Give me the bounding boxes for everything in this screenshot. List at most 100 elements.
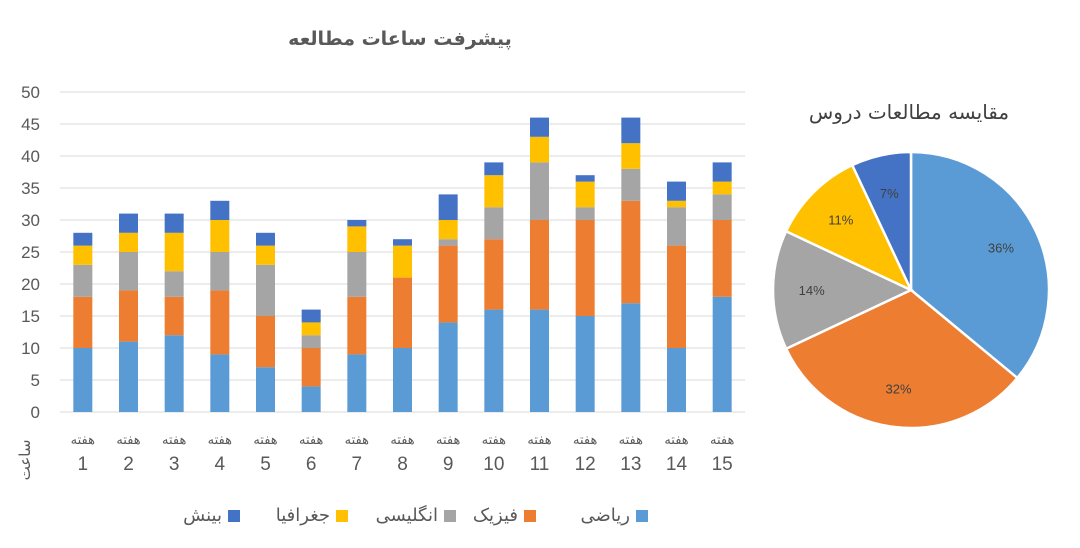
y-tick-label: 40 — [21, 147, 40, 166]
pie-chart-title: مقایسه مطالعات دروس — [809, 100, 1009, 124]
legend-label: بینش — [183, 505, 222, 526]
bar-segment — [484, 175, 504, 208]
pie-slices-group: 36% 32% 14% 11% 7% — [771, 150, 1051, 430]
legend-swatch — [336, 510, 348, 522]
bar-segment — [667, 181, 686, 201]
bar-segment — [256, 232, 275, 246]
bar-segment — [712, 194, 732, 220]
bar-segment — [119, 341, 138, 412]
bar-segment — [301, 322, 321, 336]
pie-slice-label: 14% — [799, 283, 825, 298]
legend-label: ریاضی — [581, 505, 630, 526]
bar-segment — [438, 239, 458, 246]
bar-segment — [438, 194, 458, 220]
bar-segment — [210, 200, 230, 220]
bar-segment — [621, 168, 641, 201]
bar-segment — [530, 309, 549, 412]
x-tick-number: 11 — [530, 454, 550, 475]
y-tick-label: 35 — [21, 179, 40, 198]
x-tick-word: هفته — [208, 433, 232, 448]
bar-segment — [73, 245, 93, 265]
legend-swatch — [444, 510, 456, 522]
x-tick-number: 12 — [575, 454, 596, 475]
pie-slice — [771, 229, 914, 351]
pie-slice-label: 32% — [886, 382, 912, 397]
pie-slice-label: 7% — [880, 186, 899, 201]
bar-segment — [164, 213, 184, 233]
bar-segment — [393, 277, 412, 348]
y-tick-label: 25 — [21, 243, 40, 262]
x-tick-word: هفته — [71, 433, 95, 448]
bar-segment — [667, 207, 686, 246]
pie-slice-label: 11% — [828, 213, 853, 228]
legend: ریاضی فیزیک انگلیسی جغرافیا بینش — [183, 504, 648, 526]
bar-segment — [119, 213, 138, 233]
x-tick-word: هفته — [710, 433, 734, 448]
y-tick-label: 30 — [21, 211, 40, 230]
bar-segment — [347, 220, 367, 227]
bar-segment — [621, 117, 641, 144]
bar-segment — [164, 232, 184, 272]
bar-segment — [301, 348, 321, 387]
y-tick-label: 15 — [21, 307, 40, 326]
bar-segment — [393, 245, 412, 278]
bar-segment — [347, 354, 367, 412]
bar-segment — [530, 136, 549, 163]
y-tick-label: 50 — [21, 83, 40, 102]
bar-segment — [119, 252, 138, 291]
bar-segment — [712, 162, 732, 182]
bar-segment — [438, 245, 458, 323]
bar-segment — [575, 220, 595, 316]
bar-segment — [301, 386, 321, 412]
x-tick-number: 5 — [260, 454, 271, 475]
y-tick-label: 0 — [31, 403, 40, 422]
bar-segment — [256, 316, 275, 368]
bar-segment — [575, 207, 595, 220]
y-tick-label: 10 — [21, 339, 40, 358]
x-tick-number: 9 — [443, 454, 454, 475]
pie-slice — [850, 150, 913, 291]
x-tick-number: 13 — [620, 454, 641, 475]
x-tick-word: هفته — [436, 433, 460, 448]
bar-segment — [484, 239, 504, 310]
x-tick-number: 1 — [78, 454, 89, 475]
bar-chart-title: پیشرفت ساعات مطالعه — [288, 28, 512, 50]
x-tick-number: 2 — [123, 454, 134, 475]
x-tick-number: 6 — [306, 454, 317, 475]
bar-segment — [347, 296, 367, 355]
bar-segment — [621, 143, 641, 169]
y-tick-label: 5 — [31, 371, 40, 390]
bar-segment — [438, 322, 458, 412]
bar-segment — [438, 220, 458, 240]
x-tick-number: 15 — [712, 454, 733, 475]
x-tick-word: هفته — [619, 433, 643, 448]
legend-swatch — [524, 510, 536, 522]
bar-segment — [530, 220, 549, 310]
bar-segment — [484, 309, 504, 412]
x-tick-number: 10 — [483, 454, 504, 475]
pie-slice-label: 36% — [988, 241, 1014, 256]
pie-slice — [909, 150, 1051, 380]
bar-segment — [347, 252, 367, 297]
bar-segment — [712, 181, 732, 195]
bar-segment — [347, 226, 367, 252]
bar-segment — [164, 271, 184, 297]
y-tick-label: 45 — [21, 115, 40, 134]
bar-segment — [484, 162, 504, 176]
bar-segment — [73, 348, 93, 412]
bar-segment — [256, 245, 275, 265]
bar-segment — [73, 296, 93, 348]
x-tick-word: هفته — [162, 433, 186, 448]
x-tick-number: 3 — [169, 454, 180, 475]
bar-segment — [164, 296, 184, 336]
bar-segment — [119, 290, 138, 342]
x-tick-word: هفته — [390, 433, 414, 448]
x-tick-number: 14 — [666, 454, 688, 475]
bar-segment — [73, 232, 93, 246]
bar-segment — [575, 316, 595, 412]
x-tick-number: 4 — [215, 454, 226, 475]
legend-label: فیزیک — [473, 505, 518, 526]
bar-segment — [530, 162, 549, 220]
bar-segment — [164, 335, 184, 412]
